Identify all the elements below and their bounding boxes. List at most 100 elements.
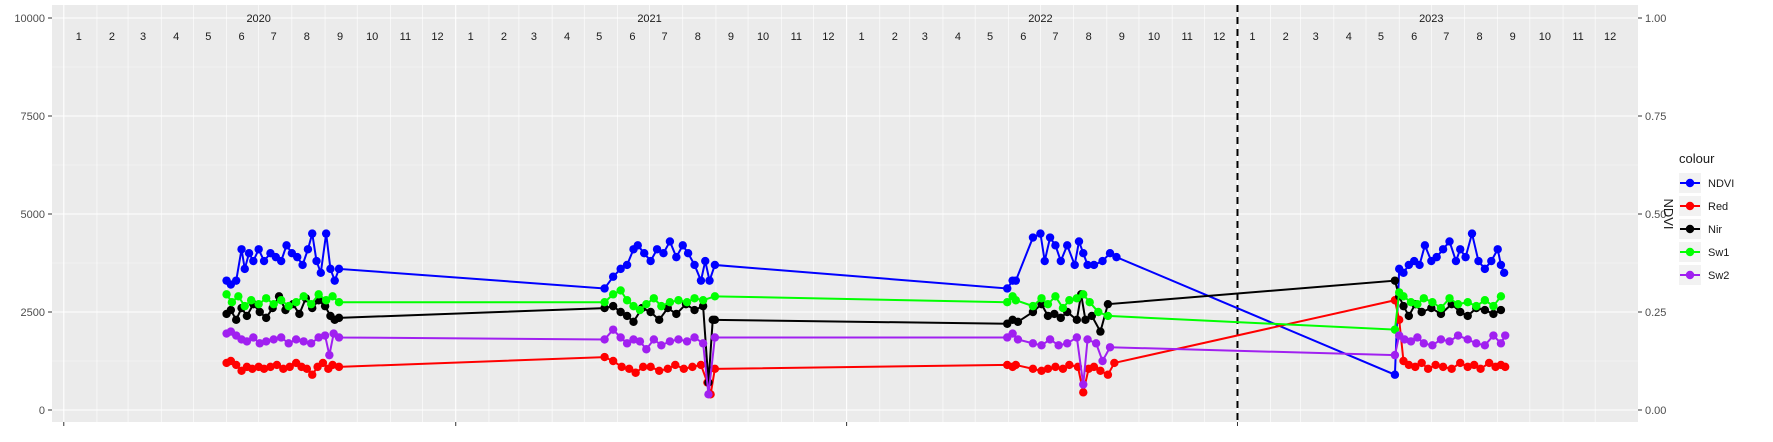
data-point-ndvi <box>705 276 714 285</box>
month-label: 3 <box>140 31 146 43</box>
y-left-tick-label: 7500 <box>21 111 45 123</box>
data-point-red <box>279 364 288 374</box>
month-label: 8 <box>695 31 701 43</box>
month-label: 8 <box>1086 31 1092 43</box>
data-point-ndvi <box>616 264 625 274</box>
data-point-sw1 <box>635 305 645 315</box>
data-point-sw1 <box>306 299 316 309</box>
month-label: 12 <box>431 31 443 43</box>
data-point-ndvi <box>1063 241 1072 250</box>
data-point-ndvi <box>1070 260 1079 270</box>
data-point-sw2 <box>629 335 638 344</box>
data-point-ndvi <box>237 245 246 254</box>
data-point-ndvi <box>1011 276 1021 285</box>
data-point-sw2 <box>657 341 666 350</box>
month-label: 4 <box>955 31 961 43</box>
month-label: 9 <box>1119 31 1125 43</box>
data-point-ndvi <box>683 249 693 258</box>
data-point-sw1 <box>698 296 708 305</box>
data-point-sw1 <box>1028 301 1038 311</box>
data-point-nir <box>1436 309 1446 319</box>
data-point-sw2 <box>1428 341 1437 350</box>
data-point-ndvi <box>276 256 286 266</box>
data-point-sw2 <box>1091 339 1101 348</box>
data-point-sw1 <box>1072 294 1082 303</box>
month-label: 12 <box>822 31 834 43</box>
month-label: 1 <box>76 31 82 43</box>
legend-label: NDVI <box>1708 178 1734 190</box>
data-point-sw2 <box>284 339 293 348</box>
month-label: 2 <box>109 31 115 43</box>
month-label: 4 <box>1346 31 1352 43</box>
y-right-tick-label: 0.00 <box>1645 405 1666 417</box>
data-point-sw1 <box>1480 296 1490 305</box>
data-point-red <box>272 360 282 370</box>
legend-label: Sw1 <box>1708 247 1729 259</box>
data-point-ndvi <box>1432 252 1441 262</box>
data-point-sw1 <box>1011 296 1021 305</box>
legend-title: colour <box>1679 151 1715 166</box>
data-point-red <box>646 362 655 372</box>
data-point-nir <box>672 309 681 319</box>
data-point-red <box>671 360 680 370</box>
data-point-red <box>1431 360 1440 370</box>
data-point-ndvi <box>678 241 687 250</box>
data-point-sw2 <box>269 335 278 344</box>
month-label: 2 <box>892 31 898 43</box>
data-point-red <box>1404 360 1414 370</box>
data-point-red <box>1096 366 1105 375</box>
year-label: 2021 <box>637 13 661 25</box>
data-point-red <box>1103 370 1113 379</box>
legend-key-point <box>1685 247 1695 257</box>
data-point-sw1 <box>674 296 683 305</box>
data-point-nir <box>616 307 625 317</box>
data-point-red <box>1463 362 1472 372</box>
data-point-red <box>1417 358 1426 368</box>
data-point-sw2 <box>622 339 632 348</box>
data-point-red <box>608 356 618 366</box>
month-label: 2 <box>501 31 507 43</box>
data-point-sw2 <box>616 333 625 342</box>
data-point-red <box>1058 364 1068 374</box>
data-point-ndvi <box>1112 252 1121 262</box>
month-label: 5 <box>987 31 993 43</box>
data-point-sw2 <box>1008 329 1017 338</box>
data-point-sw2 <box>665 337 675 346</box>
data-point-sw2 <box>1072 333 1082 342</box>
data-point-ndvi <box>659 249 668 258</box>
data-point-sw2 <box>1390 350 1400 360</box>
data-point-sw1 <box>1079 290 1088 299</box>
data-point-red <box>1110 358 1119 368</box>
data-point-red <box>1089 362 1099 372</box>
month-label: 7 <box>1052 31 1058 43</box>
data-point-sw2 <box>649 335 659 344</box>
data-point-ndvi <box>701 256 710 266</box>
data-point-sw2 <box>1413 333 1422 342</box>
data-point-nir <box>1043 311 1053 321</box>
legend-key-point <box>1685 178 1695 188</box>
data-point-sw1 <box>321 296 331 305</box>
data-point-ndvi <box>1487 256 1496 266</box>
data-point-sw1 <box>608 290 618 299</box>
data-point-sw2 <box>299 337 308 346</box>
data-point-sw1 <box>1399 292 1408 301</box>
month-label: 12 <box>1604 31 1616 43</box>
month-label: 10 <box>366 31 378 43</box>
data-point-ndvi <box>1390 370 1400 379</box>
data-point-sw2 <box>608 325 618 334</box>
data-point-sw1 <box>1453 299 1463 309</box>
data-point-red <box>1011 360 1021 370</box>
data-point-nir <box>1480 305 1490 315</box>
data-point-sw1 <box>682 298 692 307</box>
data-point-nir <box>1489 309 1498 319</box>
data-point-ndvi <box>1451 256 1461 266</box>
data-point-sw1 <box>1390 325 1400 334</box>
data-point-sw1 <box>1436 303 1446 313</box>
data-point-nir <box>622 311 632 321</box>
data-point-sw2 <box>674 335 683 344</box>
month-label: 11 <box>1572 31 1583 43</box>
data-point-nir <box>1399 301 1408 311</box>
data-point-ndvi <box>1474 256 1483 266</box>
data-point-ndvi <box>1480 264 1490 274</box>
data-point-ndvi <box>316 268 325 277</box>
